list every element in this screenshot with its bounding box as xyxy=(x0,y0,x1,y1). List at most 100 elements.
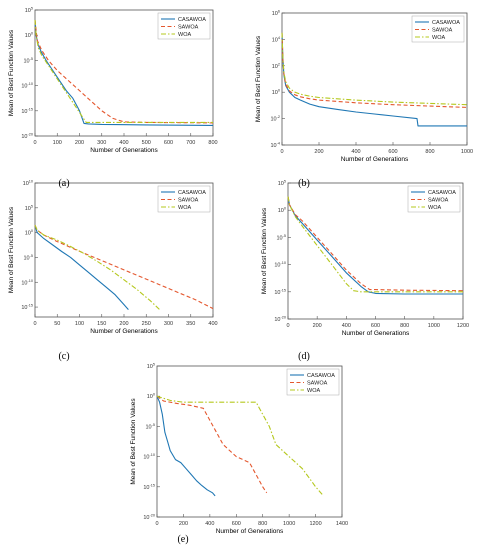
legend-entry: CASAWOA xyxy=(178,17,206,23)
chart-c: 0 50 100 150 200 250 300 350 400 10-15 10-10 10-5 10… xyxy=(8,180,218,336)
y-axis-label: Mean of Best Function Values xyxy=(255,35,262,122)
legend-entry: CASAWOA xyxy=(307,373,335,379)
legend-entry: WOA xyxy=(307,388,320,394)
panel-label-a: (a) xyxy=(58,178,70,189)
x-tick-label: 1200 xyxy=(309,521,321,527)
x-tick-label: 300 xyxy=(97,140,106,146)
y-tick-label: 106 xyxy=(272,10,280,18)
y-tick-label: 10-20 xyxy=(21,133,33,141)
series-line-woa xyxy=(156,395,324,497)
x-tick-label: 0 xyxy=(33,321,36,327)
x-tick-label: 400 xyxy=(119,140,128,146)
y-axis-label: Mean of Best Function Values xyxy=(8,29,15,116)
y-tick-label: 1010 xyxy=(23,180,33,188)
x-tick-label: 400 xyxy=(342,323,351,329)
y-tick-label: 10-15 xyxy=(21,304,33,312)
x-tick-label: 250 xyxy=(142,321,151,327)
y-tick-label: 10-2 xyxy=(270,115,280,123)
x-tick-label: 100 xyxy=(75,321,84,327)
legend-entry: CASAWOA xyxy=(178,190,206,196)
y-tick-label: 10-5 xyxy=(276,234,286,242)
x-tick-label: 800 xyxy=(400,323,409,329)
y-tick-label: 10-15 xyxy=(143,483,155,491)
series-line-sawoa xyxy=(156,395,268,494)
series-line-woa xyxy=(34,224,160,310)
x-tick-label: 100 xyxy=(53,140,62,146)
y-tick-label: 100 xyxy=(147,393,155,401)
series-line-woa xyxy=(281,32,468,106)
legend-box xyxy=(411,15,465,43)
y-tick-label: 10-15 xyxy=(21,107,33,115)
panel-label-b: (b) xyxy=(298,178,310,189)
y-tick-label: 10-20 xyxy=(143,514,155,522)
chart-e: 0 200 400 600 800 1000 1200 1400 10-20 10-15 10-10… xyxy=(130,363,348,536)
x-tick-label: 200 xyxy=(179,521,188,527)
legend-entry: SAWOA xyxy=(432,28,453,34)
x-tick-label: 0 xyxy=(286,323,289,329)
y-tick-label: 10-5 xyxy=(23,254,33,262)
legend-entry: CASAWOA xyxy=(432,20,460,26)
y-tick-label: 10-20 xyxy=(274,316,286,324)
x-tick-label: 1400 xyxy=(336,521,348,527)
x-tick-label: 200 xyxy=(75,140,84,146)
x-axis-label: Number of Generations xyxy=(216,528,284,535)
x-tick-label: 0 xyxy=(280,149,283,155)
legend-entry: SAWOA xyxy=(307,381,328,387)
chart-a: 0 100 200 300 400 500 600 700 800 10-20 10-15 10-10… xyxy=(8,7,218,155)
panel-label-c: (c) xyxy=(58,351,70,362)
x-axis-label: Number of Generations xyxy=(90,328,158,335)
chart-b: 0 200 400 600 800 1000 10-4 10-2 100 102 104 106 Num… xyxy=(255,10,473,164)
x-tick-label: 400 xyxy=(351,149,360,155)
series-line-woa xyxy=(287,196,463,293)
legend-box xyxy=(286,368,340,396)
x-tick-label: 200 xyxy=(314,149,323,155)
y-tick-label: 105 xyxy=(147,363,155,371)
x-tick-label: 200 xyxy=(313,323,322,329)
x-tick-label: 350 xyxy=(186,321,195,327)
x-tick-label: 700 xyxy=(186,140,195,146)
x-tick-label: 600 xyxy=(371,323,380,329)
x-tick-label: 1000 xyxy=(461,149,473,155)
y-tick-label: 10-10 xyxy=(21,279,33,287)
legend-entry: SAWOA xyxy=(178,25,199,31)
x-tick-label: 0 xyxy=(33,140,36,146)
x-axis-label: Number of Generations xyxy=(341,156,409,163)
x-tick-label: 600 xyxy=(164,140,173,146)
x-tick-label: 200 xyxy=(119,321,128,327)
x-tick-label: 1200 xyxy=(457,323,469,329)
series-line-casawoa xyxy=(34,225,129,310)
y-axis-label: Mean of Best Function Values xyxy=(8,206,15,293)
x-tick-label: 800 xyxy=(425,149,434,155)
x-tick-label: 500 xyxy=(142,140,151,146)
series-line-sawoa xyxy=(281,32,468,108)
plot-area xyxy=(281,12,468,146)
x-tick-label: 400 xyxy=(205,521,214,527)
panel-label-e: (e) xyxy=(177,534,189,545)
legend-entry: SAWOA xyxy=(428,198,449,204)
y-tick-label: 105 xyxy=(25,204,33,212)
y-tick-label: 100 xyxy=(25,229,33,237)
legend-entry: SAWOA xyxy=(178,198,199,204)
x-tick-label: 800 xyxy=(258,521,267,527)
series-line-sawoa xyxy=(34,20,214,124)
y-tick-label: 10-15 xyxy=(274,288,286,296)
y-axis-label: Mean of Best Function Values xyxy=(261,207,268,294)
x-axis-label: Number of Generations xyxy=(90,147,158,154)
series-line-woa xyxy=(34,20,213,123)
y-tick-label: 100 xyxy=(25,32,33,40)
y-tick-label: 10-10 xyxy=(143,453,155,461)
y-axis-label: Mean of Best Function Values xyxy=(130,398,137,485)
x-tick-label: 300 xyxy=(164,321,173,327)
x-tick-label: 1000 xyxy=(428,323,440,329)
y-tick-label: 100 xyxy=(272,89,280,97)
series-line-casawoa xyxy=(281,32,467,127)
legend-entry: CASAWOA xyxy=(428,190,456,196)
series-line-casawoa xyxy=(156,395,216,497)
y-tick-label: 10-5 xyxy=(145,423,155,431)
legend-box xyxy=(157,12,211,40)
